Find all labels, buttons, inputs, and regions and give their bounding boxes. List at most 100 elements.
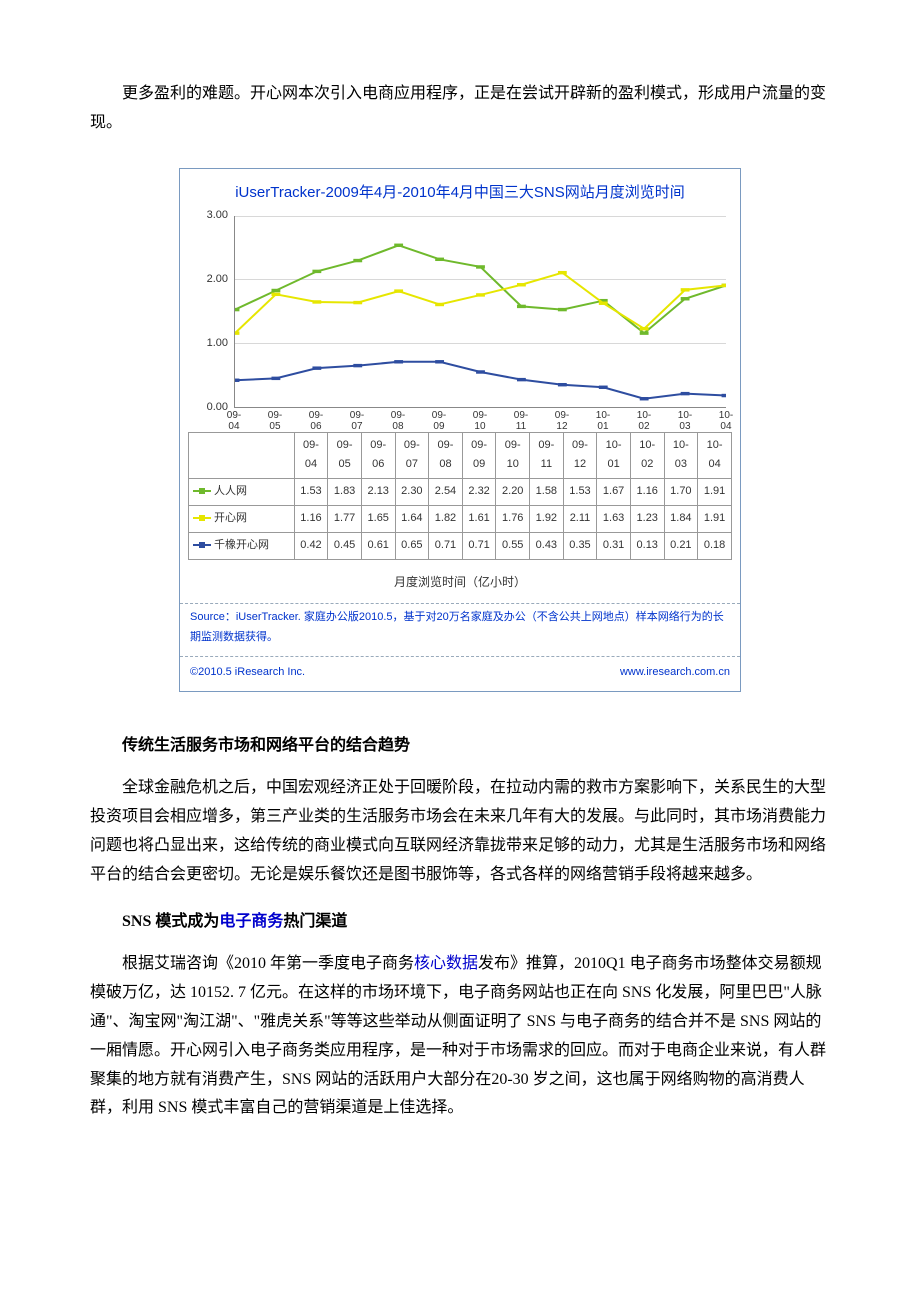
chart-series-marker (312, 269, 321, 272)
table-cell: 0.31 (597, 532, 631, 559)
table-cell: 0.61 (361, 532, 395, 559)
table-cell: 1.67 (597, 479, 631, 506)
table-cell: 0.21 (664, 532, 698, 559)
table-cell: 1.16 (294, 505, 328, 532)
chart-footer-left: ©2010.5 iResearch Inc. (190, 663, 305, 683)
chart-series-marker (312, 366, 321, 369)
table-header-cell: 09-10 (496, 432, 530, 479)
heading-1: 传统生活服务市场和网络平台的结合趋势 (90, 732, 830, 761)
heading-2-pre: SNS 模式成为 (122, 913, 219, 930)
legend-marker-icon (193, 515, 211, 521)
legend-marker-icon (193, 488, 211, 494)
chart-series-line (235, 361, 726, 398)
chart-footer-right: www.iresearch.com.cn (620, 663, 730, 683)
chart-series-marker (353, 300, 362, 303)
table-header-cell: 09-11 (530, 432, 564, 479)
chart-series-marker (312, 300, 321, 303)
table-cell: 0.35 (563, 532, 597, 559)
paragraph-2: 根据艾瑞咨询《2010 年第一季度电子商务核心数据发布》推算，2010Q1 电子… (90, 950, 830, 1123)
chart-series-marker (476, 265, 485, 268)
table-header-cell: 09-04 (294, 432, 328, 479)
table-cell: 2.13 (361, 479, 395, 506)
table-cell: 1.91 (698, 505, 732, 532)
table-cell: 1.64 (395, 505, 429, 532)
heading-2-post: 热门渠道 (283, 913, 347, 930)
chart-series-marker (435, 257, 444, 260)
table-header-cell: 10-03 (664, 432, 698, 479)
chart-series-marker (394, 289, 403, 292)
chart-axis-caption: 月度浏览时间（亿小时） (180, 566, 740, 604)
legend-marker-icon (193, 542, 211, 548)
table-cell: 1.53 (294, 479, 328, 506)
chart-series-line (235, 272, 726, 332)
paragraph-2b: 发布》推算，2010Q1 电子商务市场整体交易额规模破万亿，达 10152. 7… (90, 955, 826, 1116)
chart-xtick: 10-03 (678, 410, 692, 432)
table-cell: 0.18 (698, 532, 732, 559)
table-cell: 1.53 (563, 479, 597, 506)
table-cell: 0.42 (294, 532, 328, 559)
chart-xtick: 10-02 (637, 410, 651, 432)
chart-footer: ©2010.5 iResearch Inc. www.iresearch.com… (180, 656, 740, 691)
paragraph-2a: 根据艾瑞咨询《2010 年第一季度电子商务 (122, 955, 414, 972)
chart-xtick: 09-05 (268, 410, 282, 432)
paragraph-1: 全球金融危机之后，中国宏观经济正处于回暖阶段，在拉动内需的救市方案影响下，关系民… (90, 774, 830, 889)
chart-series-marker (476, 370, 485, 373)
table-cell: 0.13 (630, 532, 664, 559)
chart-series-marker (435, 302, 444, 305)
chart-series-marker (681, 288, 690, 291)
chart-series-marker (235, 378, 239, 381)
chart-xtick: 10-04 (719, 410, 733, 432)
chart-series-marker (353, 258, 362, 261)
table-cell: 1.70 (664, 479, 698, 506)
table-series-cell: 千橡开心网 (189, 532, 295, 559)
table-cell: 1.61 (462, 505, 496, 532)
table-cell: 2.54 (429, 479, 463, 506)
table-cell: 1.16 (630, 479, 664, 506)
chart-data-table: 09-0409-0509-0609-0709-0809-0909-1009-11… (188, 432, 732, 560)
table-header-cell: 10-01 (597, 432, 631, 479)
paragraph-2-link[interactable]: 核心数据 (414, 955, 478, 972)
chart-series-marker (517, 283, 526, 286)
chart-xtick: 09-12 (555, 410, 569, 432)
chart-xtick: 09-11 (514, 410, 528, 432)
chart-source-note: Source：iUserTracker. 家庭办公版2010.5，基于对20万名… (180, 603, 740, 656)
chart-series-marker (517, 304, 526, 307)
table-cell: 1.63 (597, 505, 631, 532)
table-cell: 1.91 (698, 479, 732, 506)
table-cell: 1.58 (530, 479, 564, 506)
chart-series-marker (235, 331, 239, 334)
chart-series-marker (435, 360, 444, 363)
chart-ytick: 3.00 (188, 206, 228, 226)
chart-xtick: 09-07 (350, 410, 364, 432)
table-cell: 2.20 (496, 479, 530, 506)
table-cell: 1.83 (328, 479, 362, 506)
chart-series-marker (558, 271, 567, 274)
chart-series-marker (640, 327, 649, 330)
table-cell: 0.55 (496, 532, 530, 559)
chart-series-marker (394, 243, 403, 246)
heading-2-link[interactable]: 电子商务 (219, 913, 283, 930)
table-cell: 1.92 (530, 505, 564, 532)
table-header-cell: 09-06 (361, 432, 395, 479)
table-header-cell: 10-04 (698, 432, 732, 479)
chart-series-marker (271, 292, 280, 295)
chart-series-marker (353, 363, 362, 366)
chart-series-marker (558, 383, 567, 386)
table-cell: 2.30 (395, 479, 429, 506)
table-cell: 1.23 (630, 505, 664, 532)
chart-series-marker (599, 301, 608, 304)
table-cell: 2.32 (462, 479, 496, 506)
chart-series-marker (640, 397, 649, 400)
table-header-cell: 09-07 (395, 432, 429, 479)
chart-xtick: 10-01 (596, 410, 610, 432)
chart-series-marker (271, 376, 280, 379)
heading-2: SNS 模式成为电子商务热门渠道 (90, 908, 830, 937)
chart-plot-area: 0.001.002.003.00 09-0409-0509-0609-0709-… (188, 212, 732, 432)
chart-series-marker (235, 307, 239, 310)
chart-ytick: 0.00 (188, 398, 228, 418)
chart-xtick: 09-08 (391, 410, 405, 432)
chart-xtick: 09-09 (432, 410, 446, 432)
table-header-cell: 09-05 (328, 432, 362, 479)
table-cell: 0.45 (328, 532, 362, 559)
chart-xtick: 09-06 (309, 410, 323, 432)
